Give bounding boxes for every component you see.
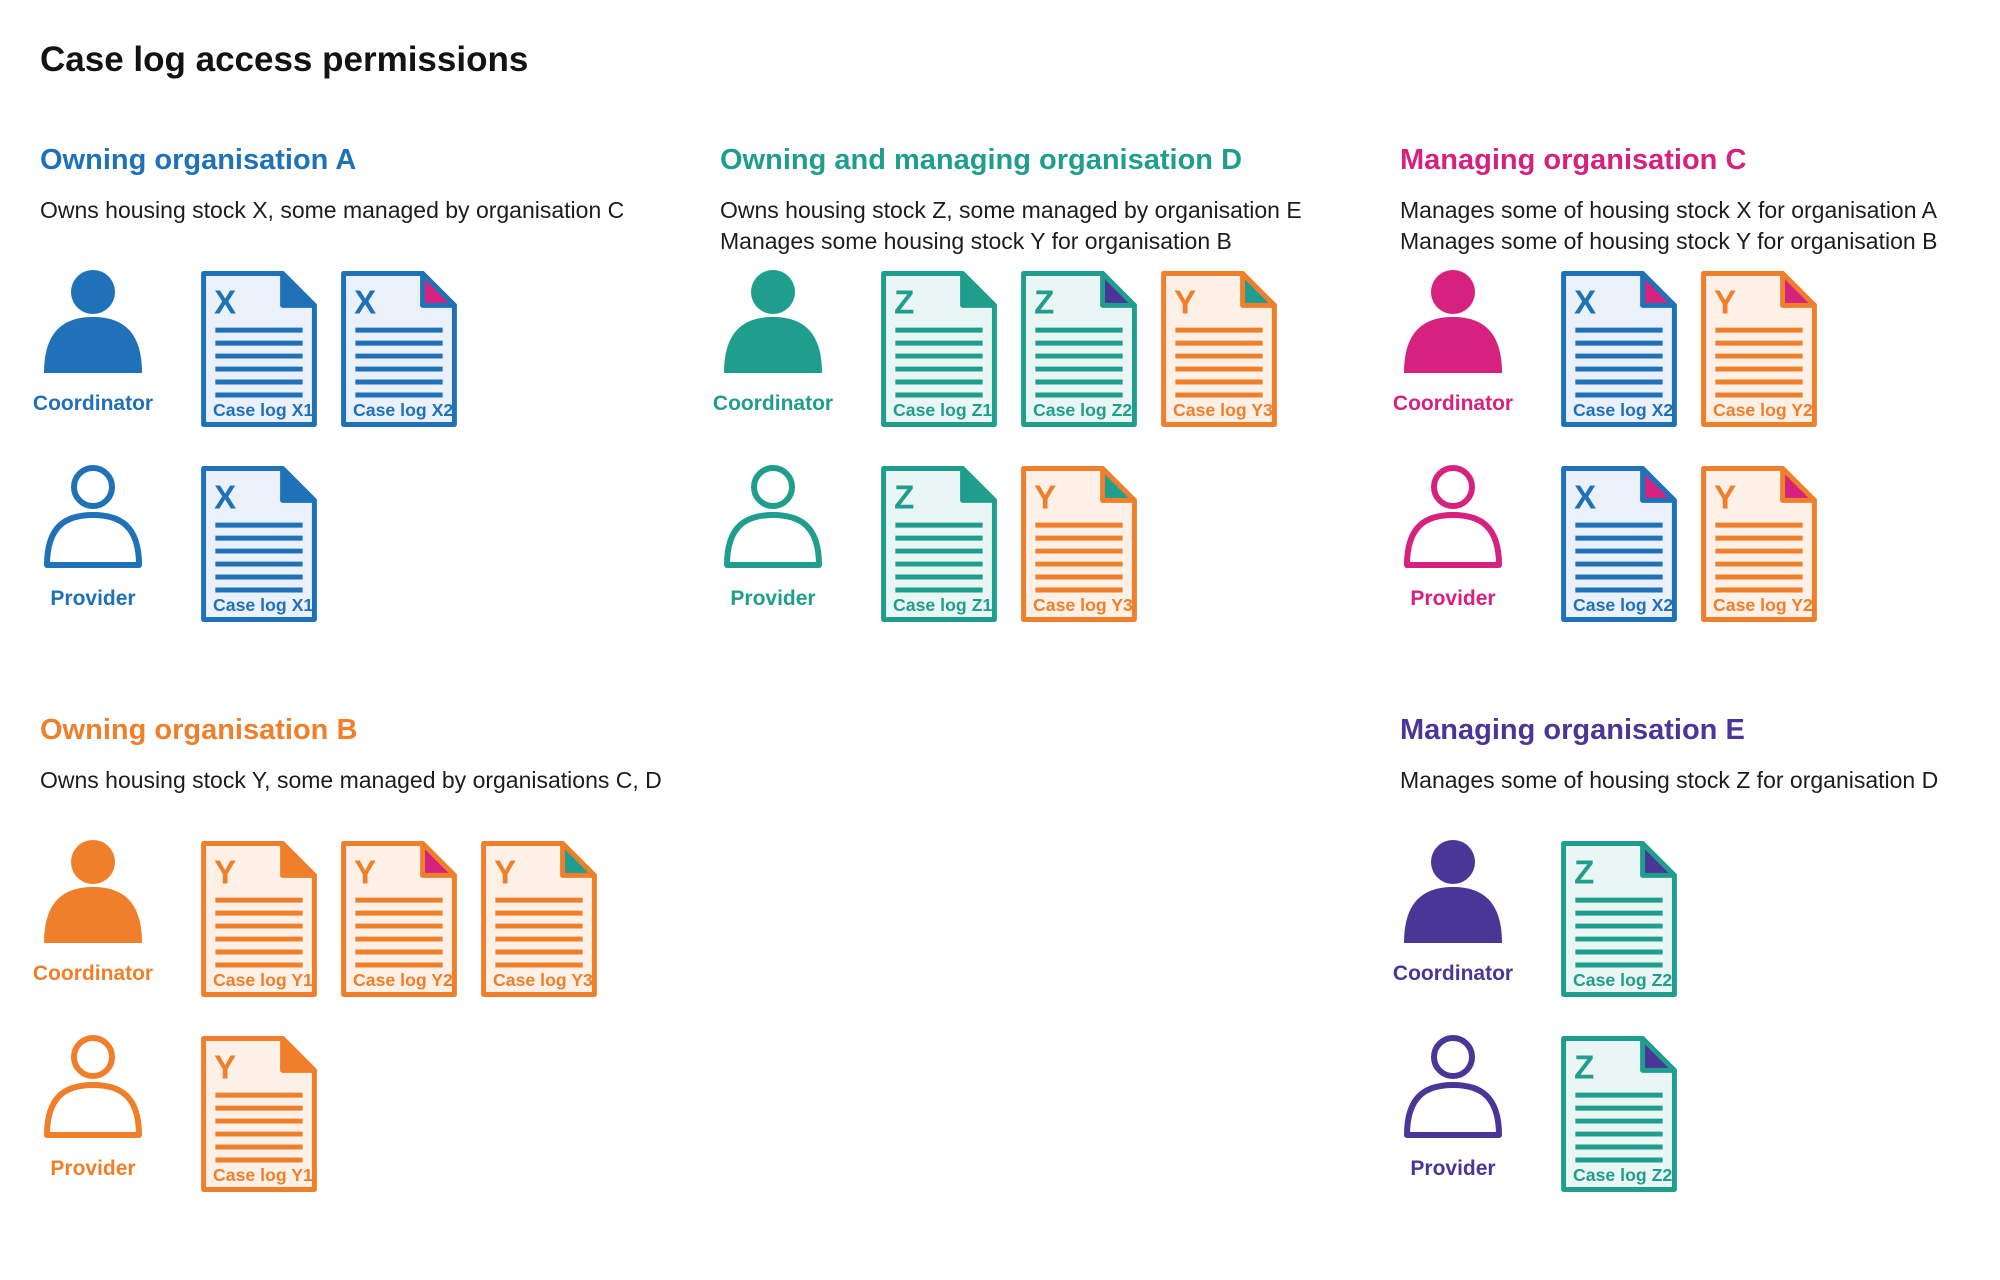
svg-text:Y: Y xyxy=(1714,284,1736,321)
svg-text:X: X xyxy=(1574,479,1596,516)
svg-text:X: X xyxy=(214,479,236,516)
svg-text:Case log Z2: Case log Z2 xyxy=(1033,400,1132,420)
svg-text:X: X xyxy=(354,284,376,321)
svg-text:Case log Z1: Case log Z1 xyxy=(893,400,992,420)
svg-text:Z: Z xyxy=(894,284,914,321)
svg-text:Case log Y3: Case log Y3 xyxy=(493,970,593,990)
svg-text:Case log Y3: Case log Y3 xyxy=(1033,595,1133,615)
svg-text:Case log Y1: Case log Y1 xyxy=(213,1165,313,1185)
svg-text:Case log Y1: Case log Y1 xyxy=(213,970,313,990)
svg-text:Case log X2: Case log X2 xyxy=(1573,400,1673,420)
svg-text:Z: Z xyxy=(1574,1049,1594,1086)
svg-text:X: X xyxy=(214,284,236,321)
svg-text:Y: Y xyxy=(214,854,236,891)
svg-text:Z: Z xyxy=(1574,854,1594,891)
svg-text:Case log X1: Case log X1 xyxy=(213,400,313,420)
svg-text:Y: Y xyxy=(1034,479,1056,516)
svg-text:Y: Y xyxy=(214,1049,236,1086)
svg-text:Y: Y xyxy=(354,854,376,891)
svg-text:Case log X1: Case log X1 xyxy=(213,595,313,615)
svg-text:Case log X2: Case log X2 xyxy=(1573,595,1673,615)
svg-text:Y: Y xyxy=(1174,284,1196,321)
svg-text:Case log Y2: Case log Y2 xyxy=(353,970,453,990)
svg-text:Case log Z2: Case log Z2 xyxy=(1573,1165,1672,1185)
svg-text:Case log Y2: Case log Y2 xyxy=(1713,595,1813,615)
svg-text:Y: Y xyxy=(1714,479,1736,516)
svg-text:X: X xyxy=(1574,284,1596,321)
svg-text:Case log Y3: Case log Y3 xyxy=(1173,400,1273,420)
svg-text:Case log X2: Case log X2 xyxy=(353,400,453,420)
svg-text:Y: Y xyxy=(494,854,516,891)
svg-text:Case log Y2: Case log Y2 xyxy=(1713,400,1813,420)
svg-text:Case log Z2: Case log Z2 xyxy=(1573,970,1672,990)
svg-text:Z: Z xyxy=(894,479,914,516)
svg-text:Z: Z xyxy=(1034,284,1054,321)
svg-text:Case log Z1: Case log Z1 xyxy=(893,595,992,615)
